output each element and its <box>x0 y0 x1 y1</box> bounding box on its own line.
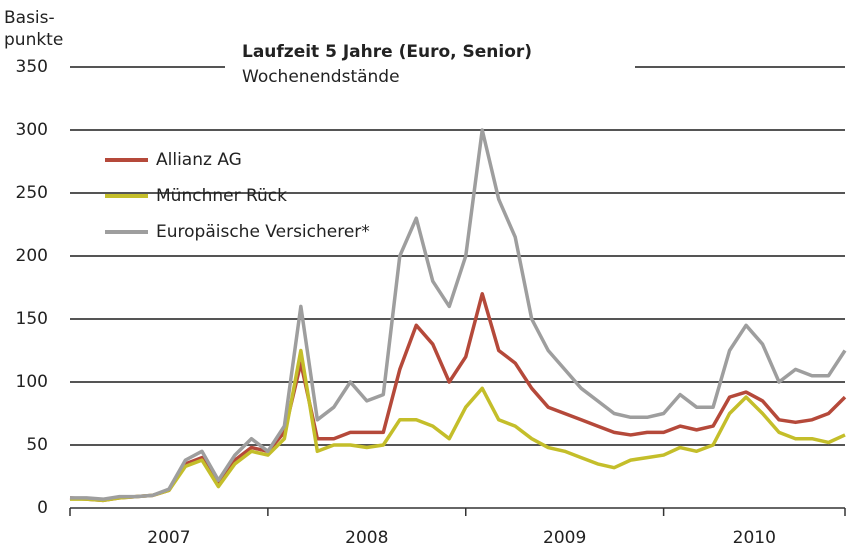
x-tick-label: 2008 <box>345 528 388 547</box>
title-background <box>225 35 635 95</box>
series-line <box>70 128 847 501</box>
series-line <box>70 348 846 503</box>
y-tick-label: 100 <box>16 372 48 392</box>
y-tick-label: 0 <box>37 498 48 518</box>
legend-label: Europäische Versicherer* <box>156 222 370 242</box>
legend-label: Allianz AG <box>156 150 242 170</box>
y-tick-label: 200 <box>16 246 48 266</box>
y-tick-label: 350 <box>16 57 48 77</box>
y-axis-label: punkte <box>4 30 63 50</box>
y-tick-label: 50 <box>26 435 48 455</box>
y-tick-label: 250 <box>16 183 48 203</box>
y-tick-label: 150 <box>16 309 48 329</box>
y-tick-label: 300 <box>16 120 48 140</box>
chart-title: Laufzeit 5 Jahre (Euro, Senior) <box>242 42 532 62</box>
chart-subtitle: Wochenendstände <box>242 67 400 87</box>
series-line <box>69 292 847 503</box>
x-tick-label: 2009 <box>543 528 586 547</box>
y-axis-label: Basis- <box>4 8 55 28</box>
x-tick-label: 2010 <box>733 528 776 547</box>
legend-label: Münchner Rück <box>156 186 287 206</box>
x-tick-label: 2007 <box>147 528 190 547</box>
